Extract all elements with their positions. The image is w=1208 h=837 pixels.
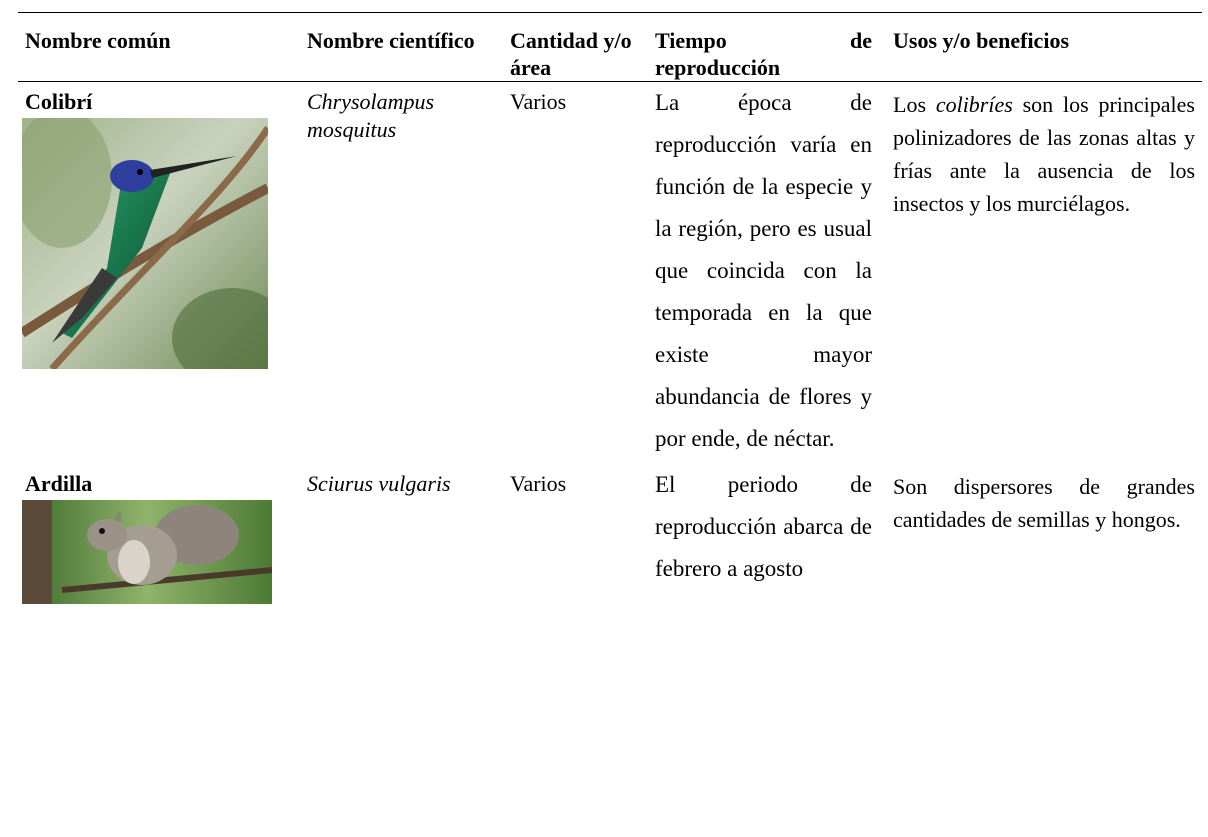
column-header: Cantidad y/o área <box>510 28 632 80</box>
table-row: Ardilla <box>18 464 1202 608</box>
common-name-cell: Colibrí <box>18 82 300 465</box>
scientific-name: Sciurus vulgaris <box>307 471 451 496</box>
common-name: Colibrí <box>25 89 93 114</box>
column-header: Tiempo de reproducción <box>655 28 872 80</box>
uses-text: son los principales polinizadores de las… <box>893 92 1195 216</box>
reproduction-time: La época de reproducción varía en funció… <box>655 90 872 451</box>
uses-text: Los <box>893 92 926 117</box>
table-row: Colibrí <box>18 82 1202 465</box>
reproduction-time: El periodo de reproducción abarca de feb… <box>655 472 872 581</box>
column-header: Nombre científico <box>307 28 475 53</box>
common-name-cell: Ardilla <box>18 464 300 608</box>
scientific-name: Chrysolampus mosquitus <box>307 89 435 142</box>
header-row: Nombre común Nombre científico Cantidad … <box>18 12 1202 82</box>
column-header: Usos y/o beneficios <box>893 28 1069 53</box>
uses-cell: Los colibríes son los principales polini… <box>886 82 1202 465</box>
uses-italic: colibríes <box>935 92 1013 117</box>
squirrel-photo <box>22 500 272 604</box>
hummingbird-photo <box>22 118 268 369</box>
species-table: Nombre común Nombre científico Cantidad … <box>18 12 1202 608</box>
uses: Son dispersores de grandes cantidades de… <box>893 474 1195 532</box>
quantity: Varios <box>510 471 567 496</box>
quantity: Varios <box>510 89 567 114</box>
common-name: Ardilla <box>25 471 93 496</box>
column-header: Nombre común <box>25 28 171 53</box>
